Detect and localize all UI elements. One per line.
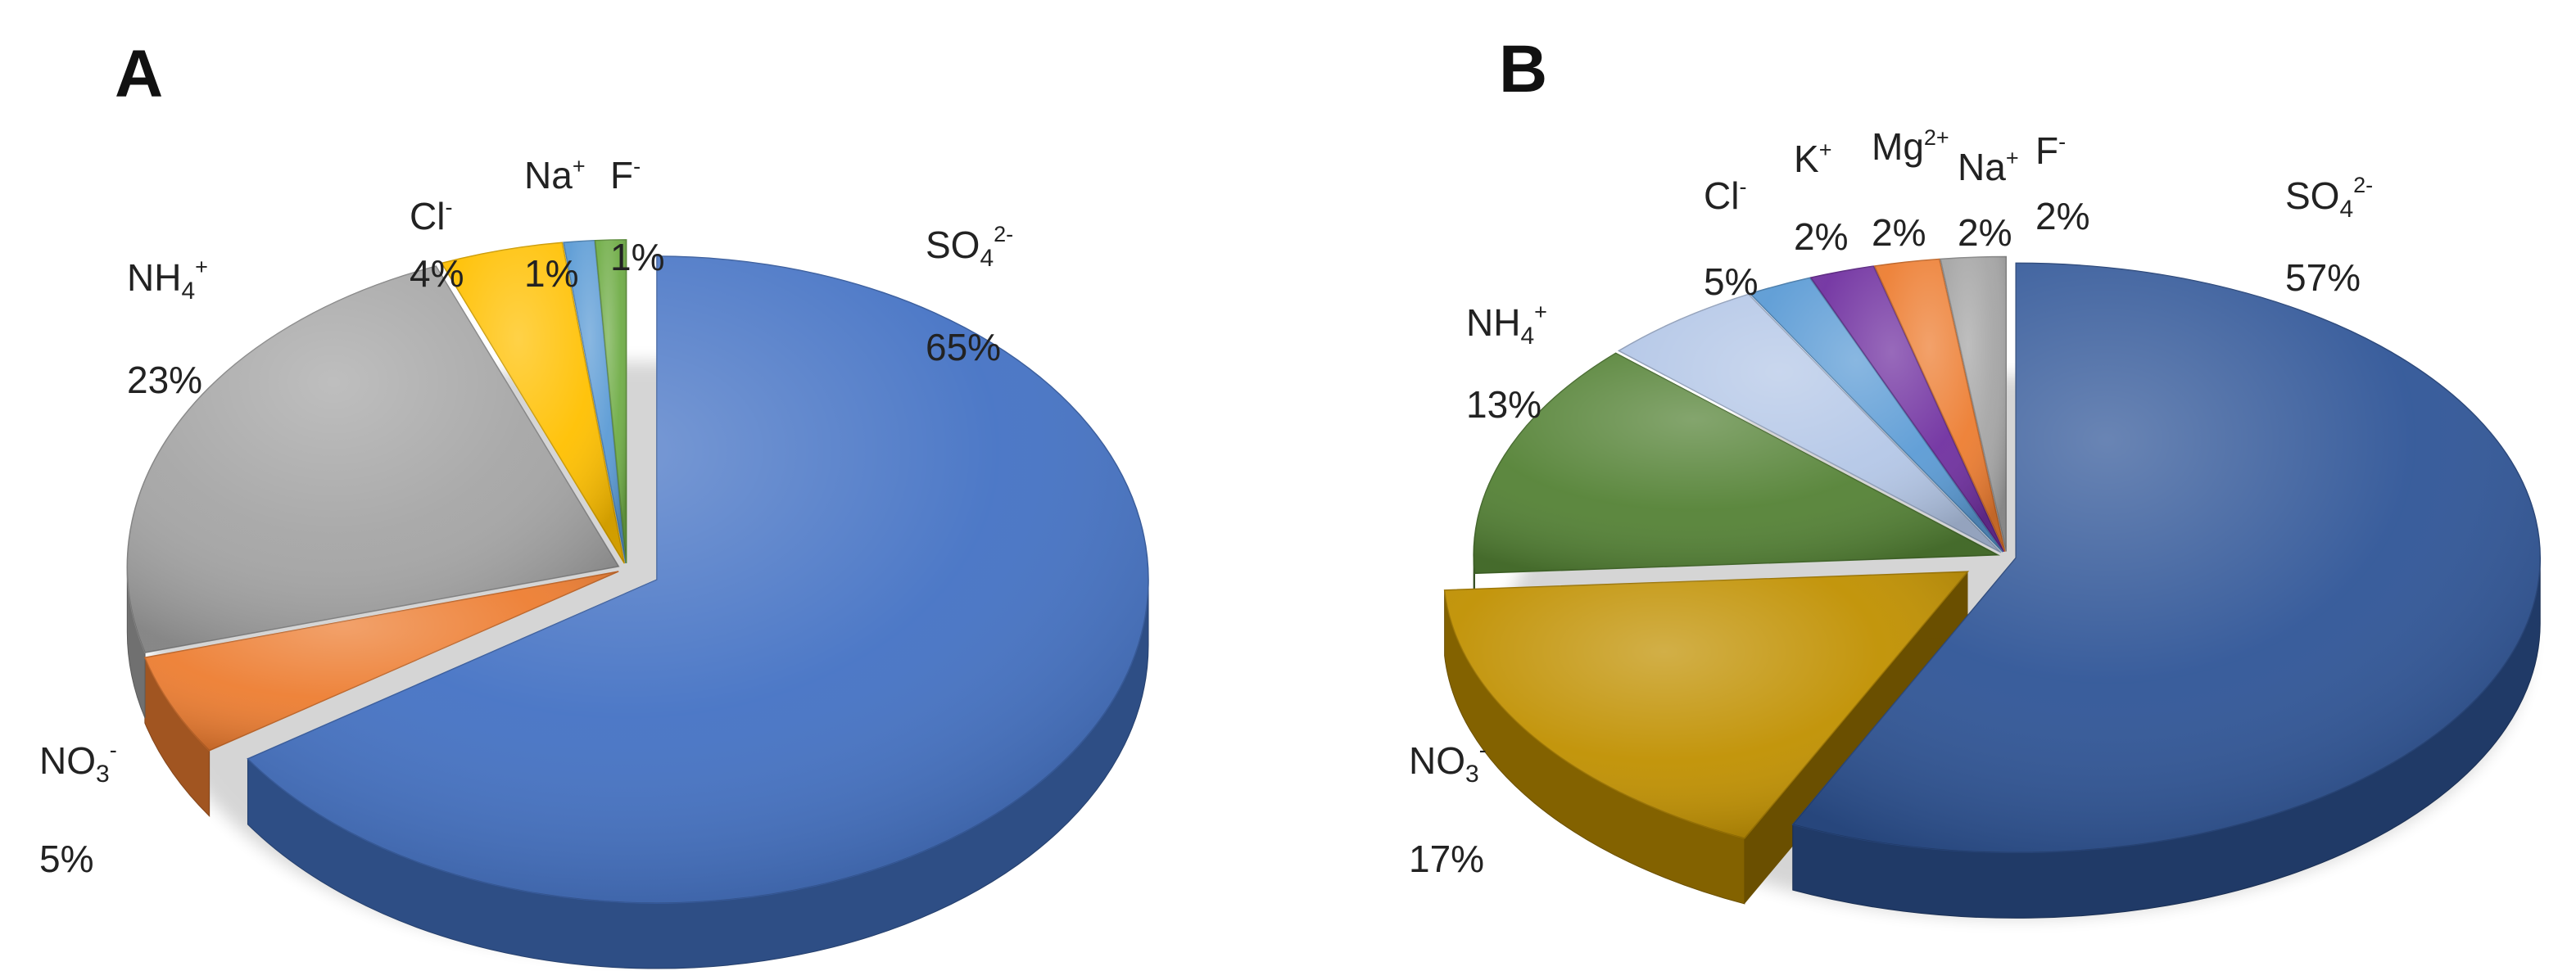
chart-a-slice-sheen-f	[595, 239, 627, 563]
chart-b-label-so4-2: SO42-	[2285, 173, 2373, 223]
chart-b-slice-sheen-so4-2	[1792, 263, 2541, 853]
chart-a-slice-sheen-na	[564, 240, 626, 563]
chart-a-pct-so4-2: 65%	[926, 326, 1001, 368]
chart-b-label-nh4: NH4+	[1466, 300, 1547, 350]
chart-b-slice-sheen-k	[1750, 278, 2003, 553]
chart-a-pct-no3: 5%	[39, 838, 93, 880]
chart-a-pct-nh4: 23%	[127, 359, 202, 401]
panel-letter-a: A	[115, 37, 163, 111]
chart-b-slice-sheen-nh4	[1474, 353, 1999, 574]
chart-a-label-so4-2: SO42-	[926, 222, 1013, 272]
chart-a-slice-sheen-cl	[441, 242, 625, 564]
chart-b-pct-k: 2%	[1794, 215, 1848, 258]
chart-a-label-no3: NO3-	[39, 738, 117, 788]
chart-b-slice-sheen-f	[1940, 256, 2007, 552]
chart-a-pct-na: 1%	[524, 252, 578, 295]
chart-a-slice-sheen-so4-2	[247, 256, 1149, 904]
chart-a-label-na: Na+	[524, 154, 586, 196]
panel-letter-b: B	[1499, 32, 1547, 106]
chart-b-label-na: Na+	[1958, 146, 2019, 188]
chart-b-pct-f: 2%	[2035, 195, 2089, 237]
chart-b-label-mg-2: Mg2+	[1872, 125, 1949, 168]
chart-a-pct-cl: 4%	[410, 252, 464, 295]
chart-b-slice-sheen-no3	[1444, 571, 1968, 838]
chart-a-label-cl: Cl-	[410, 195, 452, 237]
chart-b-pct-na: 2%	[1958, 211, 2012, 254]
chart-b-pct-cl: 5%	[1704, 260, 1758, 303]
chart-b-slice-sheen-mg-2	[1810, 266, 2004, 552]
chart-b-pct-no3: 17%	[1409, 838, 1484, 880]
chart-b-label-cl: Cl-	[1704, 174, 1746, 217]
chart-b-pct-mg-2: 2%	[1872, 211, 1926, 254]
chart-b-slice-sheen-na	[1874, 259, 2005, 552]
chart-a-label-f: F-	[610, 154, 641, 196]
chart-a-label-nh4: NH4+	[127, 255, 208, 305]
chart-b-label-f: F-	[2035, 129, 2066, 172]
chart-a-slice-sheen-no3	[144, 571, 619, 751]
chart-b-pct-so4-2: 57%	[2285, 256, 2361, 299]
chart-b-slice-sheen-cl	[1618, 294, 2001, 553]
pie-chart-b: SO42-57%NO3-17%NH4+13%Cl-5%K+2%Mg2+2%Na+…	[1409, 125, 2541, 919]
chart-b-pct-nh4: 13%	[1466, 383, 1542, 426]
chart-a-slice-sheen-nh4	[127, 266, 619, 653]
chart-a-pct-f: 1%	[610, 236, 664, 278]
chart-b-label-no3: NO3-	[1409, 738, 1487, 788]
chart-b-label-k: K+	[1794, 138, 1831, 180]
pie-chart-a: SO42- 65% NO3- 5% NH4+ 23% Cl- 4% Na+ 1% F- 1%	[39, 154, 1149, 969]
